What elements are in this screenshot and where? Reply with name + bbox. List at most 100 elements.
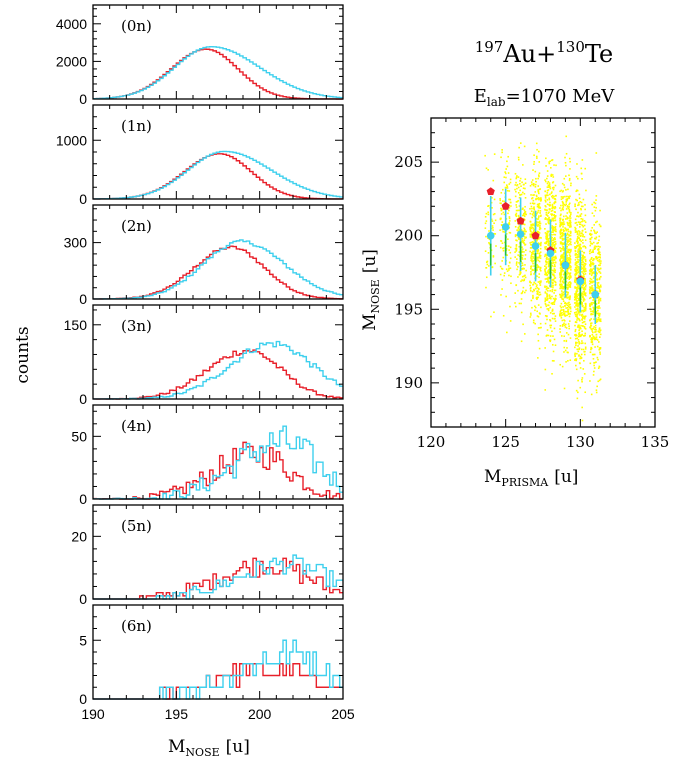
scatter-point: [575, 304, 577, 307]
scatter-point: [584, 309, 587, 312]
scatter-point: [549, 326, 552, 329]
scatter-point: [501, 224, 503, 227]
scatter-point: [530, 281, 532, 284]
scatter-point: [563, 312, 566, 315]
scatter-point: [578, 267, 580, 270]
beam-energy-main: E: [474, 86, 487, 107]
scatter-point: [533, 289, 535, 292]
scatter-point: [594, 324, 597, 327]
scatter-point: [583, 292, 586, 294]
scatter-point: [562, 218, 564, 221]
scatter-point: [569, 223, 572, 226]
scatter-point: [555, 247, 557, 250]
scatter-point: [567, 251, 569, 253]
scatter-point: [565, 164, 567, 167]
scatter-point: [547, 222, 550, 225]
scatter-point: [514, 220, 517, 222]
scatter-point: [581, 302, 583, 304]
scatter-point: [595, 328, 597, 331]
scatter-point: [568, 266, 571, 269]
scatter-point: [585, 284, 587, 286]
scatter-point: [516, 239, 518, 242]
scatter-point: [539, 198, 542, 200]
scatter-point: [548, 295, 551, 297]
scatter-point: [523, 239, 526, 241]
scatter-point: [567, 360, 569, 362]
scatter-point: [509, 198, 512, 201]
scatter-point: [562, 215, 565, 218]
scatter-point: [531, 252, 534, 254]
scatter-point: [593, 353, 596, 356]
scatter-point: [546, 177, 548, 180]
scatter-point: [529, 281, 531, 284]
y-tick-label: 195: [394, 300, 423, 318]
scatter-point: [599, 351, 601, 354]
scatter-point: [540, 199, 542, 202]
scatter-point: [581, 309, 584, 312]
scatter-point: [596, 284, 599, 286]
scatter-point: [575, 321, 578, 324]
scatter-point: [595, 195, 598, 197]
scatter-point: [584, 280, 586, 282]
scatter-point: [545, 288, 548, 291]
scatter-point: [568, 249, 570, 252]
scatter-point: [568, 157, 571, 160]
scatter-point: [485, 266, 488, 269]
scatter-point: [554, 211, 556, 214]
scatter-point: [508, 269, 510, 271]
scatter-point: [570, 268, 572, 271]
scatter-point: [524, 230, 527, 233]
scatter-point: [518, 228, 521, 231]
scatter-point: [592, 267, 595, 270]
scatter-point: [564, 326, 567, 328]
scatter-point: [592, 311, 595, 313]
scatter-point: [598, 271, 600, 273]
scatter-point: [590, 261, 592, 263]
scatter-point: [554, 243, 557, 245]
scatter-point: [561, 311, 563, 314]
scatter-point: [589, 304, 591, 307]
scatter-point: [566, 269, 568, 272]
scatter-point: [553, 292, 555, 294]
scatter-point: [559, 313, 561, 316]
scatter-point: [517, 227, 520, 229]
scatter-point: [485, 235, 487, 238]
scatter-point: [592, 306, 595, 309]
scatter-point: [568, 272, 570, 275]
histogram-panel: 050(4n): [71, 404, 344, 507]
scatter-point: [538, 291, 541, 294]
scatter-point: [561, 269, 563, 271]
red-histogram: [93, 349, 343, 400]
y-tick-label: 50: [71, 428, 87, 444]
scatter-point: [519, 177, 522, 180]
scatter-point: [529, 267, 532, 270]
scatter-point: [575, 301, 577, 304]
scatter-point: [574, 262, 577, 264]
scatter-point: [584, 334, 586, 337]
scatter-point: [569, 215, 571, 217]
scatter-point: [501, 221, 504, 223]
scatter-point: [531, 213, 534, 215]
scatter-point: [574, 268, 576, 271]
scatter-point: [500, 267, 503, 270]
scatter-point: [540, 326, 542, 329]
scatter-point: [487, 265, 490, 267]
scatter-point: [591, 338, 594, 341]
scatter-point: [567, 195, 570, 198]
scatter-point: [584, 288, 587, 290]
scatter-point: [593, 337, 595, 339]
au-mass-number: 197: [475, 38, 504, 56]
scatter-point: [547, 264, 550, 267]
scatter-point: [523, 291, 526, 294]
scatter-point: [596, 356, 599, 359]
scatter-point: [485, 167, 488, 170]
histogram-panel: 05(6n): [79, 604, 344, 707]
scatter-point: [576, 189, 579, 192]
scatter-point: [576, 317, 579, 320]
scatter-point: [567, 313, 570, 316]
scatter-point: [538, 254, 541, 257]
scatter-point: [595, 232, 597, 235]
scatter-point: [554, 241, 557, 243]
panel-label: (0n): [121, 17, 152, 35]
scatter-point: [553, 289, 556, 292]
